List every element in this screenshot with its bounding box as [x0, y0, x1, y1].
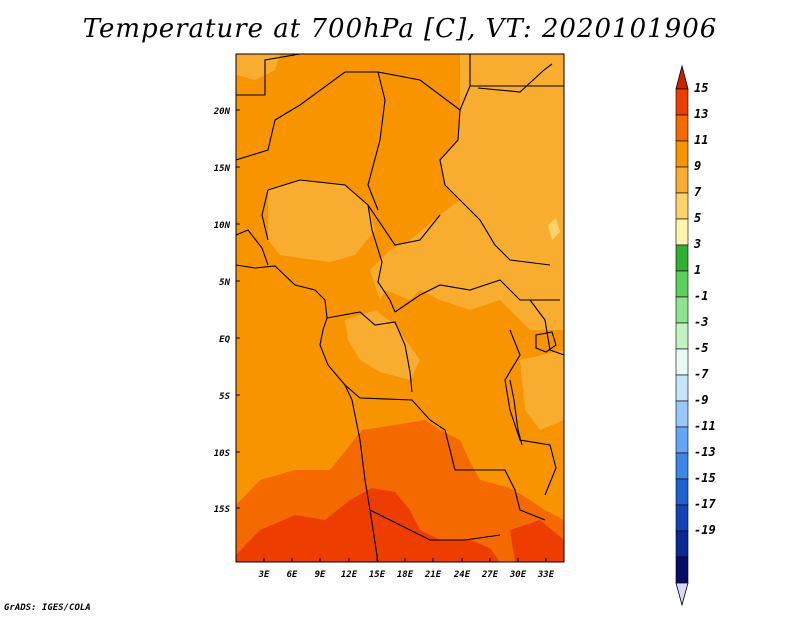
- colorbar-bottom-arrow: [675, 582, 689, 607]
- lon-label: 21E: [424, 570, 442, 580]
- colorbar-segment: [675, 530, 689, 558]
- border-segment: [504, 329, 557, 496]
- colorbar-segment: [675, 166, 689, 194]
- lake-victoria: [535, 331, 557, 353]
- colorbar-label: -5: [694, 341, 708, 355]
- map-frame: [235, 53, 565, 563]
- border-segment: [344, 384, 456, 471]
- colorbar-label: 7: [694, 185, 702, 199]
- lon-label: 15E: [369, 570, 386, 580]
- lon-label: 12E: [341, 570, 358, 580]
- borders: [236, 54, 564, 562]
- lat-label: 15N: [214, 164, 231, 174]
- tick-marks: [236, 109, 547, 562]
- pale-spot-east: [548, 218, 560, 240]
- colorbar-segment: [675, 452, 689, 480]
- colorbar-segment: [675, 322, 689, 350]
- border-segment: [267, 179, 396, 313]
- colorbar-label: -19: [694, 523, 716, 537]
- lon-label: 33E: [537, 570, 555, 580]
- lon-label: 6E: [287, 570, 298, 580]
- border-segment: [236, 71, 386, 211]
- colorbar-label: -9: [694, 393, 708, 407]
- coastline-north: [477, 63, 553, 93]
- border-segment: [394, 279, 560, 313]
- colorbar-label: -13: [694, 445, 716, 459]
- colorbar-label: -15: [694, 471, 716, 485]
- colorbar: [675, 64, 689, 607]
- border-segment: [529, 299, 564, 356]
- colorbar-segment: [675, 374, 689, 402]
- colorbar-segment: [675, 556, 689, 584]
- colorbar-label: -1: [694, 289, 708, 303]
- colorbar-segment: [675, 504, 689, 532]
- colorbar-labels: 15 13 11 9 7 5 3 1 -1 -3 -5 -7 -9 -11 -1…: [693, 81, 716, 537]
- temperature-map: [236, 54, 564, 562]
- colorbar-top-arrow: [675, 64, 689, 90]
- hot-shading-south-east: [510, 520, 564, 562]
- colorbar-label: 11: [694, 133, 708, 147]
- colorbar-label: 9: [694, 159, 701, 173]
- lon-label: 3E: [258, 570, 270, 580]
- border-segment: [367, 204, 441, 246]
- lon-label: 27E: [481, 570, 499, 580]
- colorbar-segment: [675, 88, 689, 116]
- coastline-west-africa: [236, 264, 379, 562]
- light-shading-west-africa: [268, 180, 375, 262]
- colorbar-segment: [675, 478, 689, 506]
- colorbar-segment: [675, 218, 689, 246]
- colorbar-segment: [675, 192, 689, 220]
- lon-label: 24E: [453, 570, 471, 580]
- colorbar-segment: [675, 348, 689, 376]
- border-segment: [439, 109, 551, 266]
- light-shading-central: [345, 310, 420, 380]
- border-segment: [236, 54, 301, 96]
- lon-label: 9E: [315, 570, 326, 580]
- border-segment: [326, 311, 413, 393]
- lon-label: 30E: [509, 570, 527, 580]
- colorbar-label: -3: [694, 315, 708, 329]
- light-shading-east: [520, 350, 564, 430]
- lon-label: 18E: [397, 570, 414, 580]
- lat-label: 10N: [214, 221, 231, 231]
- colorbar-label: 15: [694, 81, 708, 95]
- lake-tanganyika: [509, 379, 523, 446]
- colorbar-segment: [675, 114, 689, 142]
- colorbar-label: 3: [693, 237, 701, 251]
- lat-label: 10S: [214, 449, 231, 459]
- hot-shading-south: [236, 488, 500, 562]
- lat-label: EQ: [219, 335, 230, 345]
- lat-label: 5N: [219, 278, 230, 288]
- light-shading-top: [236, 54, 280, 80]
- colorbar-label: -7: [694, 367, 709, 381]
- border-segment: [261, 189, 269, 241]
- border-segment: [455, 469, 546, 521]
- latitude-labels: 20N 15N 10N 5N EQ 5S 10S 15S: [213, 107, 231, 515]
- colorbar-segment: [675, 426, 689, 454]
- grads-credit: GrADS: IGES/COLA: [4, 603, 91, 613]
- colorbar-label: -11: [694, 419, 716, 433]
- lat-label: 15S: [214, 505, 231, 515]
- colorbar-segment: [675, 140, 689, 168]
- longitude-labels: 3E 6E 9E 12E 15E 18E 21E 24E 27E 30E 33E: [258, 570, 555, 580]
- colorbar-label: 13: [694, 107, 708, 121]
- colorbar-segment: [675, 296, 689, 324]
- colorbar-label: -17: [694, 497, 716, 511]
- colorbar-segment: [675, 400, 689, 428]
- colorbar-segment: [675, 244, 689, 272]
- border-segment: [369, 509, 501, 541]
- colorbar-segment: [675, 270, 689, 298]
- border-segment: [236, 229, 269, 266]
- lat-label: 5S: [219, 392, 230, 402]
- lat-label: 20N: [213, 107, 231, 117]
- map-title: Temperature at 700hPa [C], VT: 202010190…: [82, 14, 718, 44]
- colorbar-label: 5: [694, 211, 701, 225]
- colorbar-label: 1: [694, 263, 701, 277]
